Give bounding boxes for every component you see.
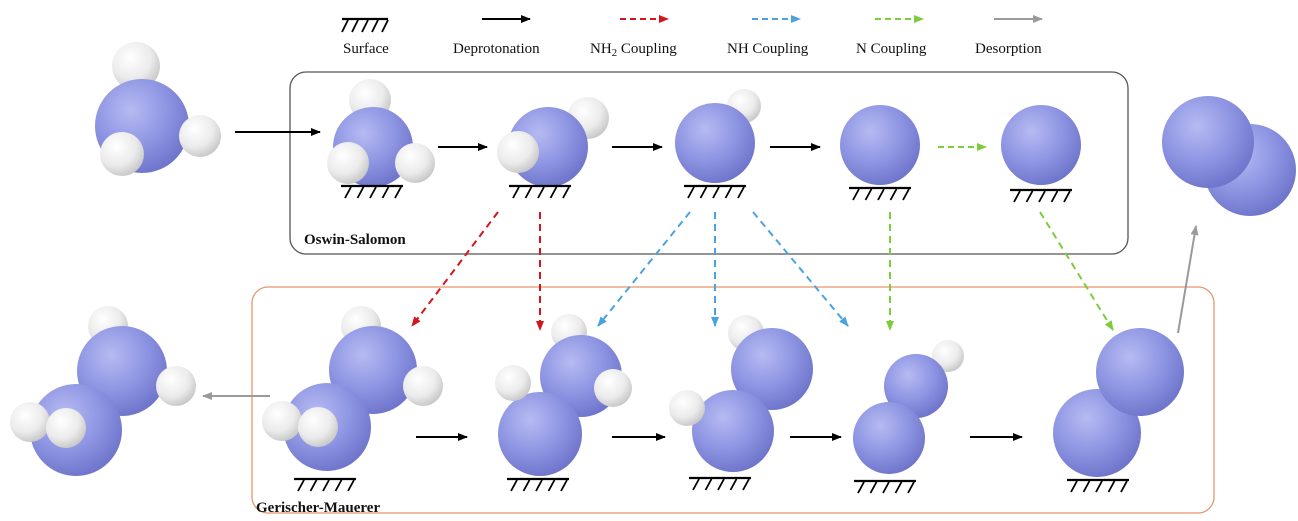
surface-symbol: [849, 186, 911, 201]
surface-symbol: [1067, 478, 1129, 493]
gerischer-mauerer-label: Gerischer-Mauerer: [256, 500, 381, 516]
legend-nh2-subscript: 2: [611, 47, 618, 59]
hydrogen-atom: [179, 115, 221, 157]
nitrogen-atom: [1053, 389, 1141, 477]
n-coupling-arrow: [1039, 211, 1114, 331]
nh-coupling-arrow: [752, 211, 849, 327]
surface-symbol: [1010, 188, 1072, 203]
nitrogen-atom: [692, 390, 774, 472]
desorption-arrow: [1177, 225, 1199, 334]
hydrogen-atom: [669, 390, 705, 426]
gerischer-mauerer-box: [251, 286, 1215, 514]
surface-symbol: [684, 184, 746, 199]
nh-coupling-arrow: [597, 211, 691, 327]
legend-n-coupling-label: N Coupling: [856, 41, 927, 57]
oswin-salomon-box: [289, 71, 1129, 255]
surface-symbol: [507, 477, 569, 492]
hydrogen-atom: [495, 365, 531, 401]
legend-surface-label: Surface: [343, 41, 389, 57]
hydrogen-atom: [403, 366, 443, 406]
nitrogen-atom: [1001, 105, 1081, 185]
hydrogen-atom: [112, 42, 160, 90]
nitrogen-atom: [1162, 96, 1254, 188]
legend-nh2-coupling-label: NH2 Coupling: [590, 41, 677, 59]
surface-symbol: [509, 184, 571, 199]
nitrogen-atom: [884, 354, 948, 418]
legend-desorption-label: Desorption: [975, 41, 1042, 57]
legend-deprotonation-label: Deprotonation: [453, 41, 540, 57]
hydrogen-atom: [298, 407, 338, 447]
nitrogen-atom: [731, 328, 813, 410]
hydrogen-atom: [327, 142, 369, 184]
surface-symbol: [689, 476, 751, 491]
hydrogen-atom: [156, 366, 196, 406]
surface-symbol: [341, 184, 403, 199]
nh2-coupling-arrow: [411, 211, 499, 327]
legend-surface-symbol: [341, 17, 389, 33]
hydrogen-atom: [932, 340, 964, 372]
hydrogen-atom: [10, 402, 50, 442]
hydrogen-atom: [262, 401, 302, 441]
nitrogen-atom: [1096, 328, 1184, 416]
surface-symbol: [854, 479, 916, 494]
surface-symbol: [294, 477, 356, 492]
nitrogen-atom: [675, 103, 755, 183]
hydrogen-atom: [594, 369, 632, 407]
nitrogen-atom: [853, 402, 925, 474]
nitrogen-atom: [498, 392, 582, 476]
legend-nh2-suffix: Coupling: [620, 41, 677, 57]
hydrogen-atom: [100, 132, 144, 176]
legend-nh2-prefix: NH: [590, 41, 612, 57]
hydrogen-atom: [497, 131, 539, 173]
nitrogen-atom: [840, 105, 920, 185]
hydrogen-atom: [395, 143, 435, 183]
oswin-salomon-label: Oswin-Salomon: [304, 232, 406, 248]
legend-nh-coupling-label: NH Coupling: [727, 41, 809, 57]
hydrogen-atom: [46, 408, 86, 448]
